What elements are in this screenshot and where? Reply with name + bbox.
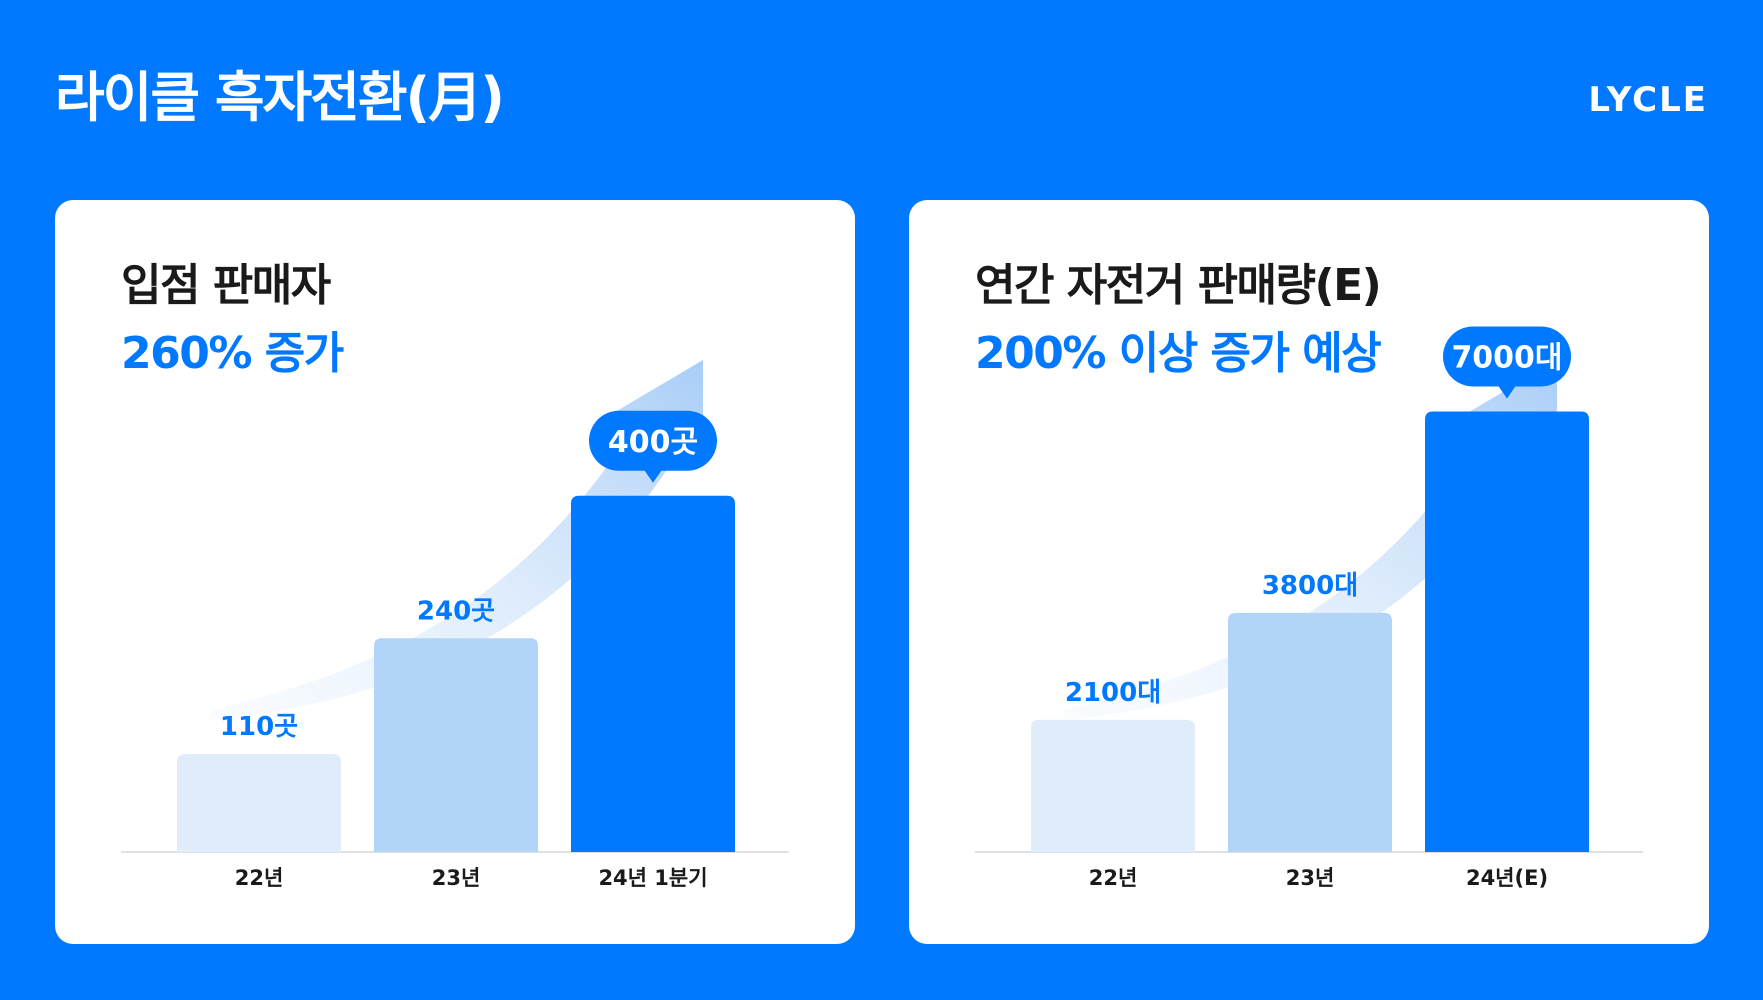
x-tick-label: 22년 — [235, 866, 284, 890]
bar — [1425, 411, 1589, 852]
bar — [177, 754, 341, 852]
brand-logo: LYCLE — [1588, 80, 1708, 120]
data-label: 240곳 — [417, 596, 495, 626]
x-tick-label: 24년 1분기 — [598, 866, 707, 890]
data-label: 2100대 — [1065, 678, 1161, 708]
x-tick-label: 23년 — [1286, 866, 1335, 890]
data-label: 7000대 — [1451, 340, 1562, 375]
page-title: 라이클 흑자전환(月) — [55, 66, 505, 129]
callout-bubble — [1443, 326, 1571, 387]
chart-subtitle: 200% 이상 증가 예상 — [975, 328, 1382, 379]
bar — [571, 495, 735, 852]
callout-pointer — [644, 469, 662, 483]
x-tick-label: 24년(E) — [1466, 866, 1548, 890]
seller-chart-card: 입점 판매자 260% 증가 22년 110곳 23년 240곳 24년 1분기 400곳 — [55, 200, 855, 944]
data-label: 400곳 — [608, 425, 698, 460]
sales-bar-chart: 22년 2100대 23년 3800대 24년(E) 7000대 — [975, 326, 1643, 890]
chart-subtitle: 260% 증가 — [121, 328, 344, 379]
bar — [1031, 719, 1195, 852]
chart-title: 입점 판매자 — [121, 260, 331, 311]
seller-bar-chart: 22년 110곳 23년 240곳 24년 1분기 400곳 — [121, 360, 789, 890]
x-tick-label: 23년 — [432, 866, 481, 890]
x-tick-label: 22년 — [1089, 866, 1138, 890]
data-label: 110곳 — [220, 712, 298, 742]
bar — [374, 638, 538, 852]
data-label: 3800대 — [1262, 571, 1358, 601]
callout-bubble — [589, 410, 717, 471]
chart-title: 연간 자전거 판매량(E) — [975, 260, 1382, 311]
bar — [1228, 612, 1392, 852]
sales-chart-card: 연간 자전거 판매량(E) 200% 이상 증가 예상 22년 2100대 23년 3… — [909, 200, 1709, 944]
callout-pointer — [1498, 385, 1516, 399]
